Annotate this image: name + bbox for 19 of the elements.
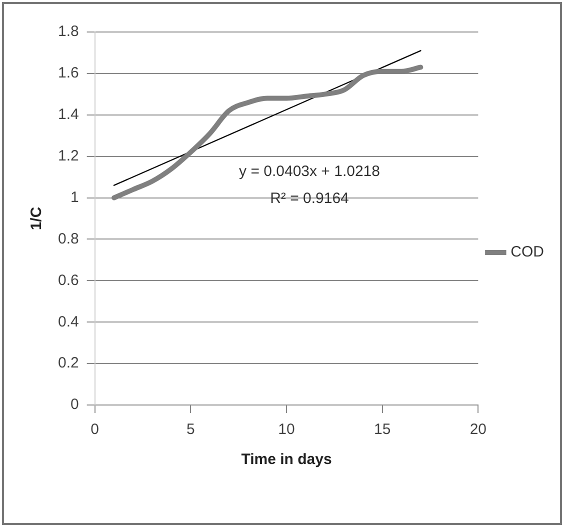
y-tick-label: 0.4 <box>58 313 79 330</box>
annotation: y = 0.0403x + 1.0218 <box>239 163 380 180</box>
y-tick-label: 0 <box>70 396 79 414</box>
x-tick-label: 15 <box>374 421 391 438</box>
y-tick-label: 1.4 <box>58 106 79 124</box>
y-tick-label: 1.6 <box>58 64 79 82</box>
x-axis-title: Time in days <box>241 451 332 468</box>
y-axis-title: 1/C <box>28 206 46 230</box>
y-tick-label: 0.6 <box>58 272 79 289</box>
x-tick-label: 20 <box>470 421 487 438</box>
x-tick-label: 5 <box>186 421 195 438</box>
y-tick-label: 1.2 <box>58 147 79 164</box>
y-tick-label: 1.8 <box>58 23 79 40</box>
y-tick-label: 0.2 <box>58 354 79 372</box>
x-tick-label: 0 <box>90 421 100 438</box>
x-tick-label: 10 <box>278 421 295 438</box>
legend-label: COD <box>510 244 544 261</box>
y-tick-label: 0.8 <box>58 230 79 248</box>
y-tick-label: 1 <box>70 188 79 206</box>
